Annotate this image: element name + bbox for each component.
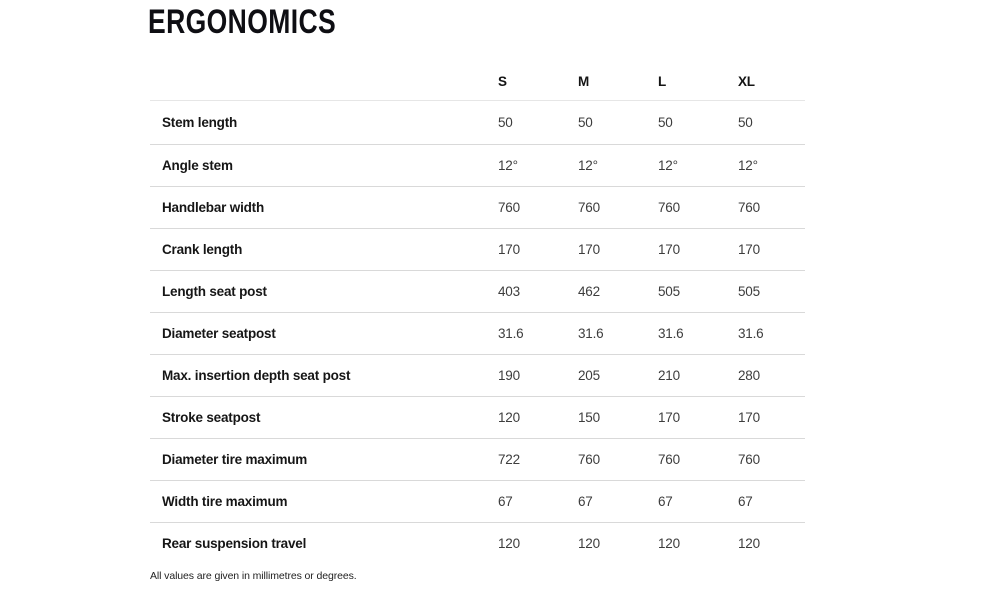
- spec-value-size-xl: 67: [738, 494, 753, 509]
- table-row: Length seat post 403 462 505 505: [150, 271, 805, 313]
- table-row: Width tire maximum 67 67 67 67: [150, 481, 805, 523]
- spec-value-size-l: 210: [658, 368, 680, 383]
- spec-value-size-xl: 50: [738, 115, 753, 130]
- spec-value-size-m: 150: [578, 410, 600, 425]
- ergonomics-spec-table: S M L XL Stem length 50 50 50 50 Angle s…: [150, 62, 805, 564]
- spec-value-size-m: 462: [578, 284, 600, 299]
- spec-value-size-l: 12°: [658, 158, 678, 173]
- spec-value-size-s: 120: [498, 536, 520, 551]
- spec-value-size-xl: 170: [738, 242, 760, 257]
- spec-label: Diameter seatpost: [162, 326, 276, 341]
- spec-value-size-s: 120: [498, 410, 520, 425]
- spec-value-size-l: 31.6: [658, 326, 684, 341]
- spec-value-size-s: 12°: [498, 158, 518, 173]
- spec-value-size-xl: 170: [738, 410, 760, 425]
- spec-value-size-s: 67: [498, 494, 513, 509]
- table-row: Rear suspension travel 120 120 120 120: [150, 523, 805, 564]
- spec-value-size-m: 67: [578, 494, 593, 509]
- spec-value-size-m: 760: [578, 452, 600, 467]
- spec-value-size-m: 120: [578, 536, 600, 551]
- size-header-row: S M L XL: [150, 62, 805, 101]
- spec-value-size-l: 50: [658, 115, 673, 130]
- spec-label: Handlebar width: [162, 200, 265, 215]
- spec-value-size-xl: 12°: [738, 158, 758, 173]
- spec-value-size-s: 170: [498, 242, 520, 257]
- spec-label: Rear suspension travel: [162, 536, 307, 551]
- table-row: Stroke seatpost 120 150 170 170: [150, 397, 805, 439]
- spec-label: Length seat post: [162, 284, 267, 299]
- spec-label: Diameter tire maximum: [162, 452, 308, 467]
- spec-value-size-xl: 760: [738, 452, 760, 467]
- spec-value-size-l: 760: [658, 452, 680, 467]
- units-footnote: All values are given in millimetres or d…: [150, 570, 357, 582]
- spec-value-size-l: 170: [658, 242, 680, 257]
- table-body: Stem length 50 50 50 50 Angle stem 12° 1…: [150, 101, 805, 564]
- spec-value-size-s: 403: [498, 284, 520, 299]
- table-row: Crank length 170 170 170 170: [150, 229, 805, 271]
- spec-value-size-s: 190: [498, 368, 520, 383]
- page-title: ERGONOMICS: [148, 3, 337, 41]
- spec-value-size-m: 170: [578, 242, 600, 257]
- table-row: Angle stem 12° 12° 12° 12°: [150, 145, 805, 187]
- table-row: Diameter seatpost 31.6 31.6 31.6 31.6: [150, 313, 805, 355]
- spec-value-size-xl: 760: [738, 200, 760, 215]
- spec-value-size-m: 50: [578, 115, 593, 130]
- table-row: Max. insertion depth seat post 190 205 2…: [150, 355, 805, 397]
- spec-value-size-m: 12°: [578, 158, 598, 173]
- spec-value-size-s: 50: [498, 115, 513, 130]
- column-header-size-xl: XL: [738, 73, 755, 89]
- spec-value-size-l: 505: [658, 284, 680, 299]
- spec-value-size-l: 67: [658, 494, 673, 509]
- spec-value-size-s: 31.6: [498, 326, 524, 341]
- table-row: Handlebar width 760 760 760 760: [150, 187, 805, 229]
- spec-value-size-s: 760: [498, 200, 520, 215]
- spec-value-size-xl: 280: [738, 368, 760, 383]
- spec-label: Angle stem: [162, 158, 233, 173]
- spec-value-size-xl: 31.6: [738, 326, 764, 341]
- spec-value-size-xl: 505: [738, 284, 760, 299]
- spec-value-size-s: 722: [498, 452, 520, 467]
- spec-value-size-l: 120: [658, 536, 680, 551]
- column-header-size-l: L: [658, 73, 667, 89]
- spec-label: Stroke seatpost: [162, 410, 261, 425]
- column-header-size-s: S: [498, 73, 507, 89]
- spec-label: Crank length: [162, 242, 243, 257]
- spec-label: Stem length: [162, 115, 238, 130]
- spec-label: Max. insertion depth seat post: [162, 368, 351, 383]
- spec-value-size-l: 170: [658, 410, 680, 425]
- spec-value-size-m: 760: [578, 200, 600, 215]
- spec-value-size-m: 205: [578, 368, 600, 383]
- table-row: Stem length 50 50 50 50: [150, 101, 805, 145]
- spec-value-size-m: 31.6: [578, 326, 604, 341]
- spec-label: Width tire maximum: [162, 494, 288, 509]
- table-row: Diameter tire maximum 722 760 760 760: [150, 439, 805, 481]
- spec-value-size-xl: 120: [738, 536, 760, 551]
- spec-value-size-l: 760: [658, 200, 680, 215]
- column-header-size-m: M: [578, 73, 590, 89]
